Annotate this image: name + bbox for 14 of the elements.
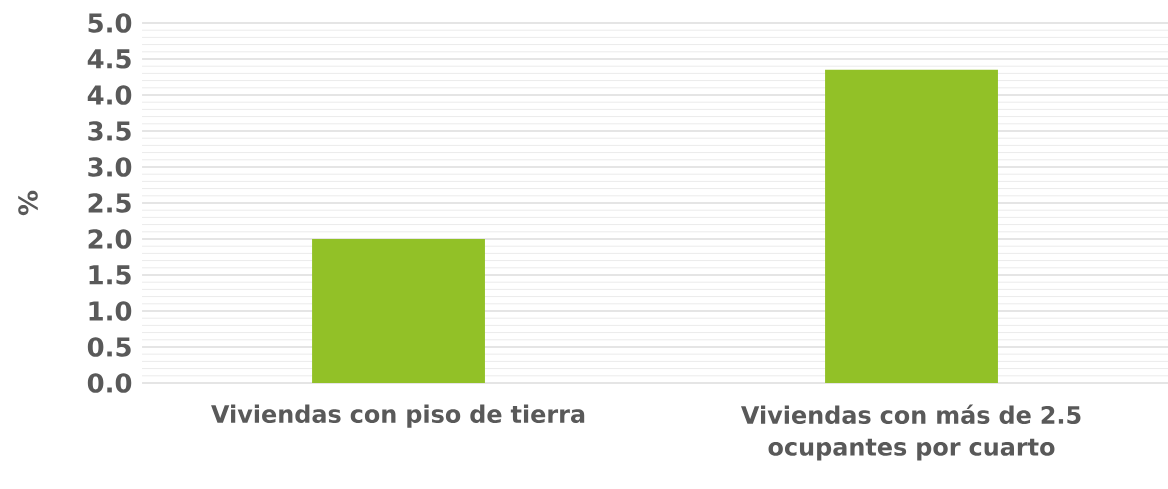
y-tick-label: 2.5 xyxy=(88,193,131,213)
y-tick-label: 3.0 xyxy=(88,157,132,177)
x-tick-label: Viviendas con piso de tierra xyxy=(211,404,585,428)
x-tick-label: Viviendas con más de 2.5 ocupantes por cuarto xyxy=(740,404,1081,461)
y-tick-label: 0.0 xyxy=(87,373,132,393)
y-tick-label: 1.5 xyxy=(89,265,131,285)
y-tick-label: 5.0 xyxy=(88,13,132,33)
y-tick-label: 4.0 xyxy=(87,85,132,105)
y-tick-label: 3.5 xyxy=(88,121,131,141)
y-tick-label: 0.5 xyxy=(87,337,131,357)
y-tick-label: 4.5 xyxy=(87,49,131,69)
y-axis-title: % xyxy=(18,190,38,216)
y-tick-label: 1.0 xyxy=(89,301,132,321)
y-tick-label: 2.0 xyxy=(88,229,132,249)
